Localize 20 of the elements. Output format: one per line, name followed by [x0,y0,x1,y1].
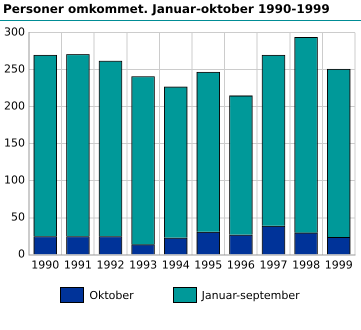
x-tick-label: 1999 [324,258,353,272]
x-tick-label: 1993 [129,258,158,272]
chart-title: Personer omkommet. Januar-oktober 1990-1999 [3,2,330,16]
legend-label: Oktober [89,288,134,302]
x-tick-label: 1995 [194,258,222,272]
y-tick-label: 200 [4,100,25,113]
y-tick-label: 50 [10,210,25,224]
x-tick-label: 1997 [260,258,288,272]
x-tick-label: 1992 [96,258,124,272]
y-tick-label: 250 [4,62,25,76]
x-tick-label: 1998 [292,258,320,272]
x-tick-label: 1991 [64,258,92,272]
y-tick-label: 100 [4,174,25,187]
x-tick-label: 1994 [162,258,190,272]
y-tick-label: 150 [4,136,25,150]
y-tick-label: 0 [18,248,25,261]
x-tick-label: 1996 [226,258,255,272]
y-tick-label: 300 [4,25,25,38]
legend-label: Januar-september [202,288,300,302]
x-tick-label: 1990 [31,258,60,272]
